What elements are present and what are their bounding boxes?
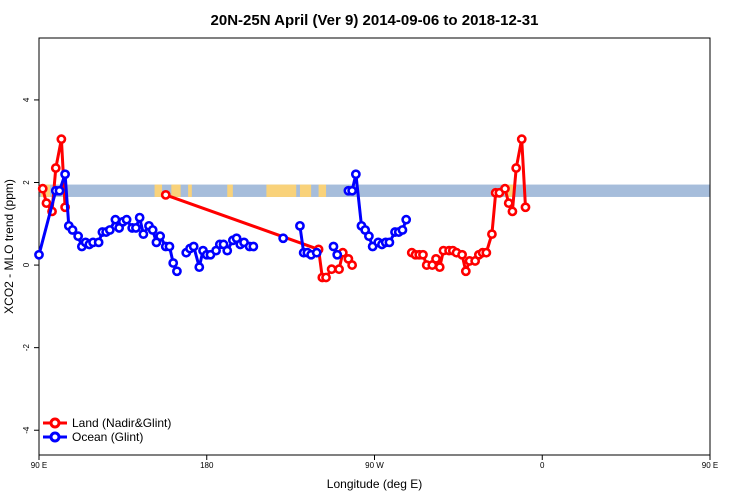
- data-point: [487, 229, 497, 240]
- land-ocean-band: [39, 184, 710, 197]
- data-point: [56, 134, 67, 145]
- data-point: [460, 266, 471, 277]
- data-point: [520, 202, 531, 213]
- data-point: [168, 258, 179, 268]
- data-point: [516, 134, 527, 145]
- data-point: [328, 241, 339, 252]
- y-tick-label: 2: [22, 180, 31, 185]
- x-tick-label: 90 E: [31, 461, 47, 470]
- data-point: [110, 214, 121, 225]
- data-point: [384, 237, 395, 248]
- y-axis-label: XCO2 - MLO trend (ppm): [2, 179, 16, 314]
- data-point: [295, 220, 305, 231]
- y-tick-label: -4: [22, 426, 31, 434]
- data-point: [41, 198, 52, 209]
- chart-title: 20N-25N April (Ver 9) 2014-09-06 to 2018…: [211, 12, 539, 29]
- land-patch: [266, 184, 297, 197]
- data-point: [332, 249, 343, 260]
- data-point: [334, 264, 344, 275]
- series-0: [37, 134, 531, 283]
- data-point: [511, 163, 522, 173]
- data-point: [188, 241, 199, 252]
- data-point: [34, 249, 44, 260]
- x-tick-label: 90 W: [365, 461, 384, 470]
- land-patch: [227, 184, 233, 197]
- data-point: [54, 185, 65, 196]
- legend-ocean-marker: [49, 431, 61, 443]
- y-tick-label: -2: [22, 344, 31, 352]
- legend: Land (Nadir&Glint) Ocean (Glint): [43, 416, 171, 444]
- data-point: [326, 264, 337, 275]
- land-patch: [188, 184, 192, 197]
- data-point: [457, 249, 468, 260]
- data-point: [278, 233, 289, 244]
- data-point: [147, 225, 158, 235]
- data-point: [350, 169, 361, 180]
- data-point: [138, 229, 149, 240]
- land-patch: [504, 184, 515, 197]
- x-axis-label: Longitude (deg E): [327, 477, 422, 491]
- land-patch: [171, 184, 181, 197]
- series-layer: [34, 134, 531, 283]
- data-point: [172, 266, 182, 277]
- data-point: [134, 212, 145, 223]
- data-point: [155, 231, 166, 242]
- y-tick-label: 0: [22, 262, 31, 267]
- data-point: [50, 163, 61, 173]
- data-point: [131, 223, 141, 233]
- data-point: [418, 249, 428, 260]
- x-tick-label: 0: [540, 461, 545, 470]
- series-line: [165, 193, 354, 279]
- data-point: [160, 189, 171, 200]
- data-point: [431, 253, 441, 264]
- data-point: [507, 206, 518, 217]
- x-tick-label: 90 E: [702, 461, 718, 470]
- data-point: [73, 231, 84, 242]
- data-point: [194, 262, 205, 273]
- data-point: [60, 169, 70, 180]
- data-point: [222, 245, 233, 256]
- data-point: [93, 237, 104, 248]
- series-1: [34, 169, 412, 277]
- legend-land-marker: [49, 417, 61, 429]
- data-point: [364, 231, 374, 242]
- data-point: [67, 225, 78, 235]
- x-tick-label: 180: [200, 461, 214, 470]
- land-patch: [318, 184, 327, 197]
- legend-ocean-label: Ocean (Glint): [72, 430, 143, 444]
- data-point: [104, 225, 115, 235]
- data-point: [434, 262, 445, 273]
- data-point: [121, 214, 132, 225]
- data-point: [347, 260, 358, 270]
- x-axis-ticks: 90 E 180 90 W 0 90 E: [31, 455, 718, 470]
- land-patch: [154, 184, 163, 197]
- data-point: [164, 241, 175, 252]
- ocean-band: [39, 184, 710, 197]
- y-tick-label: 4: [22, 97, 31, 102]
- land-patch: [299, 184, 312, 197]
- data-point: [503, 198, 514, 209]
- data-point: [311, 247, 322, 258]
- data-point: [401, 214, 412, 225]
- y-axis-ticks: -4 -2 0 2 4: [22, 97, 39, 434]
- data-point: [347, 185, 358, 196]
- data-point: [500, 183, 510, 194]
- data-point: [321, 272, 331, 283]
- legend-land-label: Land (Nadir&Glint): [72, 416, 171, 430]
- data-point: [37, 183, 48, 194]
- data-point: [481, 247, 492, 258]
- data-point: [248, 241, 259, 252]
- data-point: [397, 225, 408, 235]
